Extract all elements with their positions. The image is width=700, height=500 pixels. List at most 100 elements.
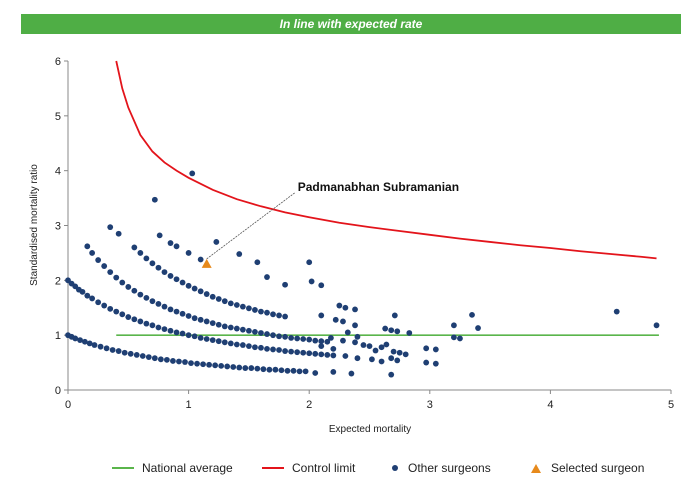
surgeon-point xyxy=(246,327,252,334)
surgeon-point xyxy=(79,288,86,295)
surgeon-point xyxy=(451,334,457,341)
surgeon-point xyxy=(131,244,138,251)
surgeon-point xyxy=(209,337,216,344)
surgeon-point xyxy=(246,343,252,350)
surgeon-point xyxy=(191,315,198,322)
surgeon-point xyxy=(312,337,319,344)
surgeon-point xyxy=(264,309,270,316)
surgeon-point xyxy=(113,274,120,281)
other-surgeons-points xyxy=(65,170,660,378)
selected-surgeon-label: Padmanabhan Subramanian xyxy=(298,180,459,194)
surgeon-point xyxy=(282,313,288,320)
surgeon-point xyxy=(390,348,397,355)
surgeon-point xyxy=(318,282,325,289)
surgeon-point xyxy=(91,342,98,348)
surgeon-point xyxy=(372,347,379,354)
surgeon-point xyxy=(125,314,132,320)
surgeon-point xyxy=(270,332,276,339)
surgeon-point xyxy=(239,303,246,310)
surgeon-point xyxy=(197,316,204,323)
surgeon-point xyxy=(176,358,182,365)
surgeon-point xyxy=(143,294,150,301)
surgeon-point xyxy=(330,352,337,359)
x-tick-label: 1 xyxy=(186,399,192,411)
surgeon-point xyxy=(137,291,144,298)
surgeon-point xyxy=(306,350,313,357)
surgeon-point xyxy=(200,361,206,368)
surgeon-point xyxy=(432,360,439,367)
surgeon-point xyxy=(212,362,219,369)
surgeon-point xyxy=(161,269,168,276)
surgeon-point xyxy=(242,365,249,371)
surgeon-point xyxy=(284,367,291,374)
surgeon-point xyxy=(97,343,104,350)
surgeon-point xyxy=(233,302,240,308)
surgeon-point xyxy=(294,349,301,356)
x-ticks: 0 1 2 3 4 5 xyxy=(65,390,674,411)
surgeon-point xyxy=(236,364,243,371)
surgeon-point xyxy=(340,318,346,325)
surgeon-point xyxy=(194,360,200,367)
axes xyxy=(67,61,671,391)
surgeon-point xyxy=(179,279,186,286)
surgeon-point xyxy=(391,312,398,319)
surgeon-point xyxy=(95,257,102,263)
surgeon-point xyxy=(282,281,288,288)
surgeon-point xyxy=(84,292,91,299)
surgeon-point xyxy=(396,349,403,356)
surgeon-point xyxy=(318,351,325,358)
surgeon-point xyxy=(151,196,158,203)
surgeon-point xyxy=(260,366,267,373)
surgeon-point xyxy=(161,326,168,333)
x-tick-label: 3 xyxy=(427,399,433,411)
surgeon-point xyxy=(163,356,170,363)
y-tick-label: 1 xyxy=(55,330,61,342)
x-tick-label: 4 xyxy=(547,399,553,411)
surgeon-point xyxy=(354,333,361,340)
surgeon-point xyxy=(161,303,168,310)
x-tick-label: 0 xyxy=(65,399,71,411)
surgeon-point xyxy=(131,316,138,323)
surgeon-point xyxy=(324,338,331,345)
surgeon-point xyxy=(149,322,156,329)
surgeon-point xyxy=(282,348,288,354)
surgeon-point xyxy=(342,304,349,311)
legend-label: Control limit xyxy=(292,461,356,475)
surgeon-point xyxy=(272,366,279,373)
surgeon-point xyxy=(276,312,282,319)
surgeon-point xyxy=(149,298,156,305)
surgeon-point xyxy=(127,350,134,357)
y-tick-label: 4 xyxy=(55,166,61,178)
surgeon-point xyxy=(318,343,325,350)
surgeon-point xyxy=(302,368,309,375)
surgeon-point xyxy=(157,356,164,363)
surgeon-point xyxy=(197,288,204,295)
surgeon-point xyxy=(308,278,315,285)
surgeon-point xyxy=(264,331,270,337)
surgeon-point xyxy=(653,322,660,329)
legend-control-limit: Control limit xyxy=(262,458,355,478)
legend-selected-surgeon: Selected surgeon xyxy=(525,458,644,478)
surgeon-point xyxy=(203,291,210,297)
surgeon-point xyxy=(185,332,192,339)
surgeon-point xyxy=(173,276,180,283)
surgeon-point xyxy=(103,345,110,352)
surgeon-point xyxy=(360,342,367,348)
legend-dot-icon xyxy=(392,465,398,471)
surgeon-point xyxy=(131,287,138,294)
surgeon-point xyxy=(113,308,120,315)
surgeon-point xyxy=(206,361,213,368)
surgeon-point xyxy=(388,371,395,378)
surgeon-point xyxy=(258,344,264,351)
surgeon-point xyxy=(77,337,83,344)
surgeon-point xyxy=(278,367,285,374)
surgeon-point xyxy=(139,353,146,359)
surgeon-point xyxy=(328,335,334,341)
surgeon-point xyxy=(143,255,150,262)
surgeon-point xyxy=(149,260,156,267)
surgeon-point xyxy=(423,359,430,366)
surgeon-point xyxy=(330,369,337,375)
y-axis-label: Standardised mortality ratio xyxy=(29,164,40,286)
surgeon-point xyxy=(215,338,222,345)
surgeon-point xyxy=(402,351,409,358)
